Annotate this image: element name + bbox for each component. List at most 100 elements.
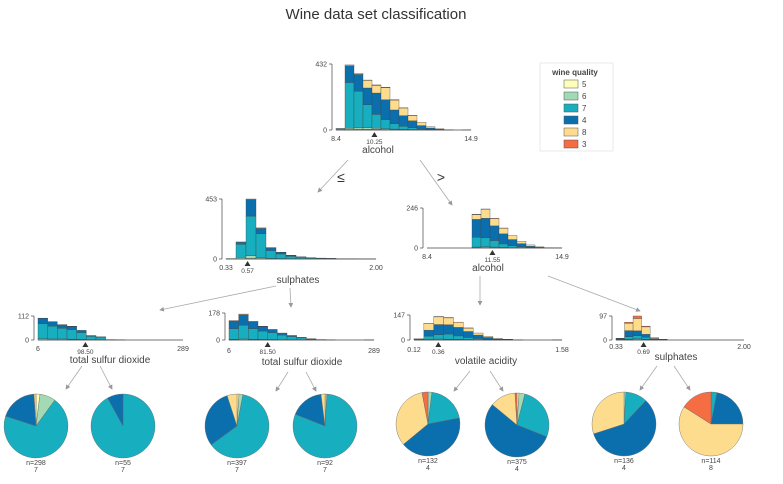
bar-segment-7: [471, 237, 482, 248]
bar-segment-4: [471, 219, 482, 238]
legend-swatch-3: [563, 139, 579, 149]
bar-segment-8: [471, 214, 482, 220]
tree-edge: [419, 159, 453, 206]
bar-segment-7: [632, 335, 642, 339]
bar-segment-7: [238, 325, 249, 340]
bar-segment-4: [433, 324, 444, 335]
pie-slice-8: [395, 392, 429, 445]
tree-edge: [65, 365, 83, 390]
y-max-label: 246: [406, 206, 418, 213]
tree-edge: [159, 285, 277, 312]
tree-edge: [317, 159, 349, 193]
legend-title: wine quality: [551, 68, 598, 77]
bar-segment-7: [286, 336, 297, 341]
bar-segment-7: [86, 336, 97, 340]
bar-segment-4: [47, 321, 58, 327]
bar-segment-8: [525, 244, 536, 247]
bar-segment-8: [482, 336, 494, 338]
bar-segment-7: [433, 334, 444, 340]
bar-segment-8: [407, 115, 418, 122]
bar-segment-7: [480, 237, 491, 247]
bar-segment-8: [453, 322, 464, 328]
split-threshold-label: 98.50: [77, 349, 94, 356]
bar-segment-4: [380, 99, 391, 120]
bar-segment-4: [275, 252, 287, 255]
feature-label: total sulfur dioxide: [70, 355, 151, 366]
tree-edge: [489, 370, 504, 392]
tree-edge: [99, 365, 113, 390]
bar-segment-4: [398, 115, 409, 127]
bar-segment-7: [76, 332, 87, 340]
bar-segment-4: [480, 218, 491, 238]
bar-segment-4: [498, 233, 509, 245]
leaf-4: n=927: [292, 393, 358, 474]
node-RL: 147 00.12 1.58 0.36 volatile acidity: [393, 313, 569, 368]
leaf-2: n=557: [90, 393, 156, 474]
bar-segment-7: [463, 337, 474, 340]
pie-slice-4: [593, 400, 657, 457]
bar-segment-7: [423, 335, 434, 340]
pie-slice-4: [484, 404, 548, 458]
y-max-label: 178: [208, 311, 220, 318]
bar-segment-4: [453, 327, 464, 337]
leaf-count-label: n=132: [418, 458, 438, 465]
bar-segment-3: [624, 322, 634, 324]
bar-segment-8: [433, 316, 444, 325]
bar-segment-4: [353, 74, 364, 92]
bar-segment-4: [473, 334, 484, 339]
bar-segment-8: [507, 235, 518, 240]
y-zero-label: 0: [603, 338, 607, 345]
bar-segment-4: [407, 120, 418, 128]
x-max-label: 1.58: [555, 347, 569, 354]
bar-segment-8: [371, 85, 382, 94]
pie-slice-3: [514, 392, 518, 426]
bar-segment-4: [248, 321, 259, 329]
bar-segment-4: [507, 239, 518, 246]
tree-edge: [275, 371, 289, 392]
y-max-label: 112: [18, 314, 29, 321]
bar-segment-8: [480, 209, 491, 219]
split-threshold-label: 0.57: [241, 268, 254, 275]
y-zero-label: 0: [401, 338, 405, 345]
figure-title: Wine data set classification: [286, 6, 467, 23]
bar-segment-7: [473, 338, 484, 341]
legend-label-7: 7: [582, 104, 587, 113]
bar-segment-4: [277, 332, 288, 336]
x-min-label: 0.33: [609, 344, 623, 351]
pie-slice-8: [320, 393, 326, 427]
bar-segment-4: [371, 92, 382, 115]
bar-segment-8: [489, 218, 500, 227]
bar-segment-8: [498, 227, 509, 235]
y-max-label: 432: [315, 62, 327, 69]
legend-label-5: 5: [582, 80, 587, 89]
pie-slice-4: [403, 417, 461, 457]
y-max-label: 453: [205, 197, 217, 204]
x-max-label: 289: [368, 348, 380, 355]
node-RR: 97 00.33 2.00 0.69 sulphates: [599, 314, 751, 364]
bar-segment-7: [398, 126, 409, 130]
pie-slice-4: [710, 392, 744, 425]
feature-label: sulphates: [655, 352, 698, 363]
pie-slice-7: [210, 394, 270, 459]
bar-segment-4: [516, 243, 527, 248]
leaf-count-label: n=114: [701, 458, 720, 465]
leaf-class-label: 7: [34, 467, 38, 474]
bar-segment-6: [235, 257, 247, 259]
split-marker: [371, 132, 378, 137]
bar-segment-7: [353, 91, 364, 129]
bar-segment-4: [245, 199, 257, 217]
bar-segment-8: [443, 317, 454, 325]
bar-segment-8: [423, 323, 434, 331]
bar-segment-4: [362, 87, 373, 105]
pie-slice-8: [33, 393, 37, 427]
bar-segment-7: [389, 123, 400, 130]
legend-swatch-6: [563, 91, 579, 101]
bar-segment-4: [489, 225, 500, 241]
x-max-label: 289: [177, 346, 189, 353]
leaf-class-label: 4: [515, 466, 519, 473]
bar-segment-7: [277, 334, 288, 341]
bar-segment-8: [245, 198, 257, 200]
